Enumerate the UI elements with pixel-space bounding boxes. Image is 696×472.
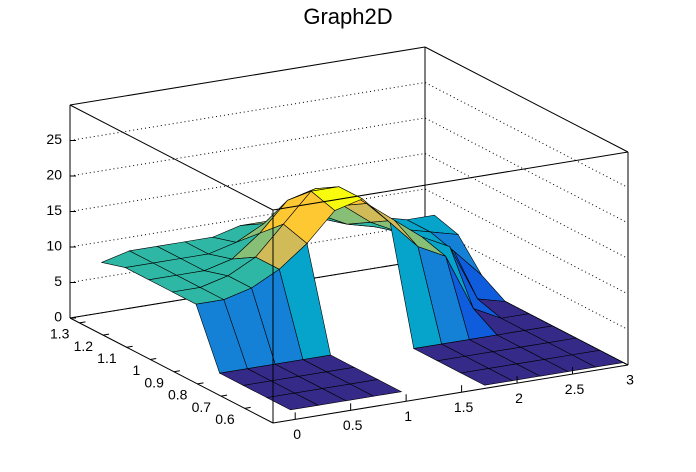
box-edge (69, 104, 274, 211)
grid-line (69, 81, 629, 188)
y-tick-label: 0.7 (192, 399, 212, 415)
surface-cell (265, 392, 320, 411)
z-tick-label: 10 (46, 238, 62, 254)
z-tick-label: 20 (46, 167, 62, 183)
y-tick-label: 0.9 (144, 374, 164, 390)
y-tick (126, 345, 133, 348)
z-tick-label: 25 (46, 131, 62, 147)
y-tick (197, 382, 204, 385)
y-tick (79, 321, 86, 324)
z-tick-label: 0 (54, 309, 62, 325)
y-tick-label: 0.6 (215, 411, 235, 427)
y-tick (150, 358, 157, 361)
y-tick (244, 406, 251, 409)
grid-line (69, 223, 629, 330)
x-tick-label: 2 (515, 390, 523, 406)
x-tick-label: 2.5 (565, 381, 585, 397)
x-tick-label: 1.5 (454, 399, 474, 415)
z-tick-label: 15 (46, 202, 62, 218)
box-edge (272, 364, 629, 424)
box-edge (272, 151, 629, 211)
y-tick-label: 1.1 (97, 350, 117, 366)
x-tick-label: 0.5 (343, 417, 363, 433)
z-tick-label: 5 (54, 273, 62, 289)
grid-line (69, 152, 629, 259)
surface-cell (460, 368, 514, 386)
x-tick-label: 3 (626, 372, 634, 388)
y-tick-label: 1 (132, 362, 140, 378)
y-tick-label: 0.8 (168, 387, 188, 403)
box-edge (69, 317, 274, 424)
y-tick (173, 370, 180, 373)
grid-line (69, 117, 629, 224)
y-tick (102, 333, 110, 336)
chart-title: Graph2D (303, 4, 392, 29)
y-tick-label: 1.2 (74, 338, 94, 354)
x-tick-label: 1 (404, 408, 412, 424)
box-edge (69, 46, 426, 106)
grid-line (69, 188, 629, 295)
y-tick-label: 1.3 (50, 326, 70, 342)
x-tick-label: 0 (293, 426, 301, 442)
box-edge (424, 46, 629, 153)
y-tick (220, 394, 228, 397)
